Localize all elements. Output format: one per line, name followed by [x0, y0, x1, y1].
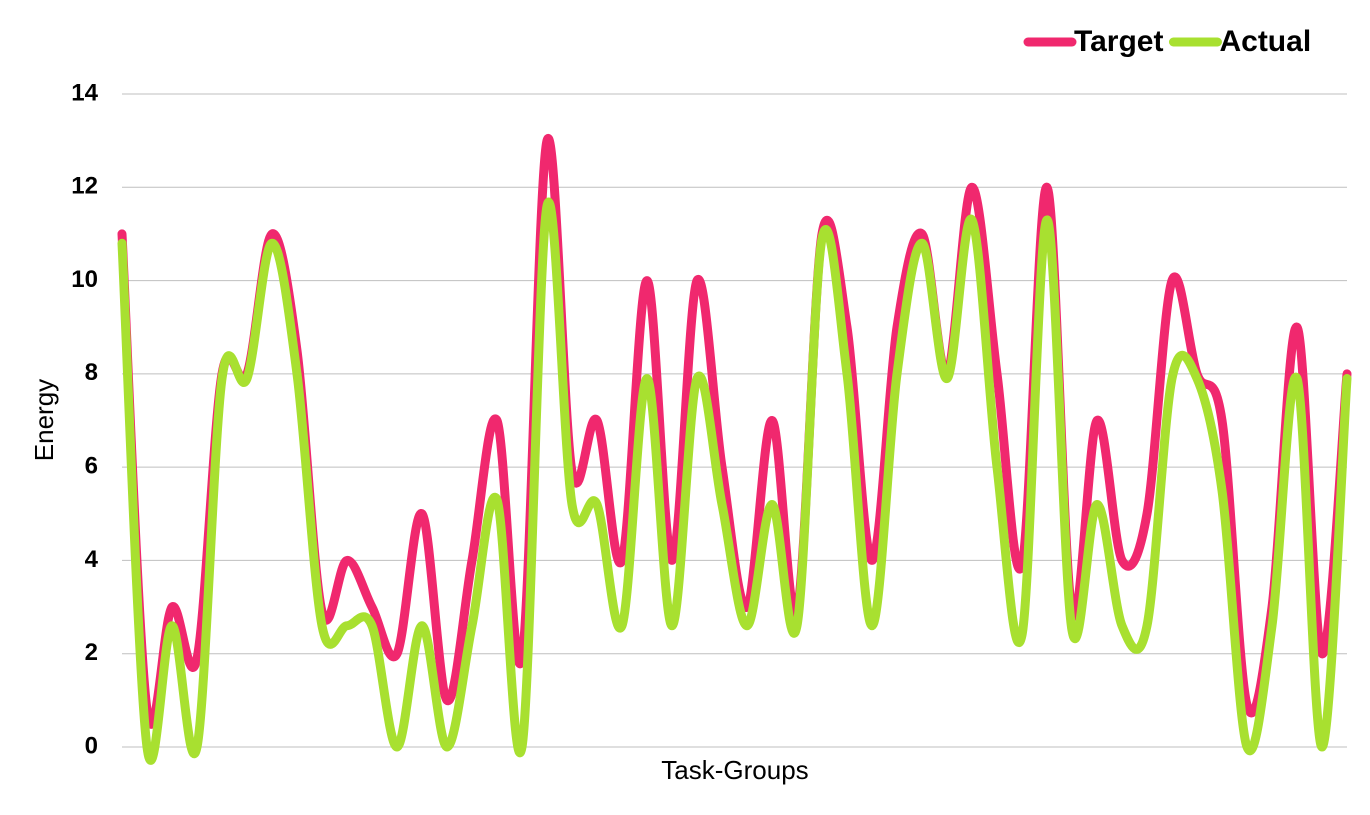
y-tick-label: 8 — [85, 359, 98, 386]
y-tick-label: 0 — [85, 732, 98, 759]
y-axis-title: Energy — [29, 379, 59, 461]
series-line — [117, 197, 1352, 765]
y-tick-label: 2 — [85, 639, 98, 666]
y-tick-label: 4 — [85, 546, 99, 573]
y-tick-label: 12 — [71, 173, 98, 200]
legend-label: Actual — [1219, 25, 1311, 58]
legend-label: Target — [1074, 25, 1163, 58]
x-axis-title: Task-Groups — [661, 755, 808, 785]
y-tick-label: 10 — [71, 266, 98, 293]
y-tick-label: 6 — [85, 452, 98, 479]
y-tick-label: 14 — [71, 79, 98, 106]
